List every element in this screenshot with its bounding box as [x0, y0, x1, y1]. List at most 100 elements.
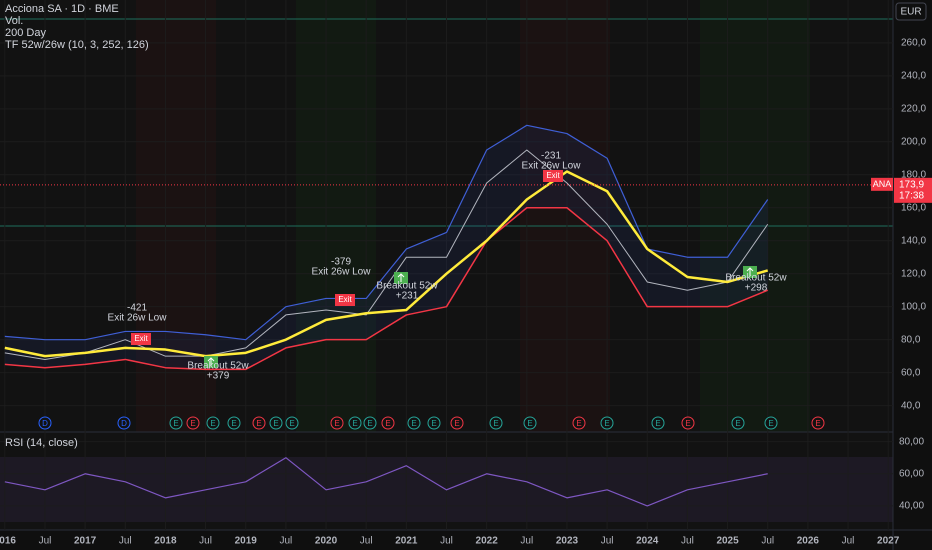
y-tick-label: 60,0: [901, 367, 921, 378]
y-tick-label: 240,0: [901, 70, 926, 81]
session-shade: [700, 0, 810, 432]
annotation: -231: [541, 151, 561, 162]
y-tick-label: 140,0: [901, 235, 926, 246]
event-label: D: [121, 419, 127, 428]
event-marker: [811, 416, 825, 430]
axes: 2016 Jul 2017 Jul 2018 Jul 2019 Jul 2020 Jul 2021 J…: [0, 38, 926, 547]
x-tick-label: Jul: [681, 536, 694, 547]
exit-tag: [543, 170, 563, 182]
event-label: E: [352, 419, 357, 428]
y-tick-label: 180,0: [901, 169, 926, 180]
event-label: E: [190, 419, 195, 428]
breakout-arrow: [207, 357, 215, 366]
x-tick-label: Jul: [842, 536, 855, 547]
rsi-title: RSI (14, close): [5, 437, 78, 449]
legend-label: 200 Day: [5, 27, 46, 39]
legend-label: TF 52w/26w (10, 3, 252, 126): [5, 39, 149, 51]
x-tick-label: 2024: [636, 536, 659, 547]
event-label: E: [173, 419, 178, 428]
annotation: Breakout 52w: [376, 281, 438, 292]
grid: [0, 0, 893, 530]
exit-tag-label: Exit: [134, 334, 148, 343]
y-tick-label: 160,0: [901, 202, 926, 213]
event-label: E: [231, 419, 236, 428]
rsi-line: [4, 457, 768, 507]
event-marker: [252, 416, 266, 430]
annotation: -421: [127, 303, 147, 314]
event-label: E: [576, 419, 581, 428]
event-label: E: [367, 419, 372, 428]
event-label: E: [527, 419, 532, 428]
x-tick-label: Jul: [119, 536, 132, 547]
event-marker: [764, 416, 778, 430]
event-label: E: [431, 419, 436, 428]
event-label: E: [385, 419, 390, 428]
event-marker: [489, 416, 503, 430]
x-tick-label: Jul: [520, 536, 533, 547]
breakout-arrow: [397, 273, 405, 282]
event-marker: [227, 416, 241, 430]
band-lower: [4, 207, 769, 371]
event-label: E: [685, 419, 690, 428]
breakout-arrow: [746, 267, 754, 276]
event-marker: [381, 416, 395, 430]
price-label: 173,9: [899, 179, 924, 190]
currency[interactable]: EUR: [900, 7, 921, 18]
price-time: 17:38: [899, 190, 924, 201]
y-tick-label: 200,0: [901, 136, 926, 147]
event-label: E: [735, 419, 740, 428]
y-tick-label: 40,00: [899, 501, 924, 512]
event-label: E: [411, 419, 416, 428]
x-tick-label: Jul: [39, 536, 52, 547]
event-marker: [117, 416, 131, 430]
x-tick-label: Jul: [360, 536, 373, 547]
event-marker: [285, 416, 299, 430]
session-shade: [296, 0, 376, 432]
x-tick-label: 2016: [0, 536, 16, 547]
event-marker: [572, 416, 586, 430]
annotation: Breakout 52w: [725, 273, 787, 284]
x-tick-label: 2027: [877, 536, 900, 547]
event-marker: [330, 416, 344, 430]
x-tick-label: 2020: [315, 536, 338, 547]
session-shade: [136, 0, 216, 432]
y-tick-label: 220,0: [901, 103, 926, 114]
event-marker: [600, 416, 614, 430]
band-fill: [4, 125, 768, 370]
annotation: +231: [396, 291, 419, 302]
y-tick-label: 80,0: [901, 334, 921, 345]
exit-tag: [335, 294, 355, 306]
band-upper: [4, 124, 769, 341]
event-label: E: [493, 419, 498, 428]
y-tick-label: 60,00: [899, 468, 924, 479]
event-label: E: [273, 419, 278, 428]
session-shade: [520, 0, 610, 432]
x-tick-label: 2022: [476, 536, 499, 547]
exit-tag-label: Exit: [338, 295, 352, 304]
currency-box[interactable]: [895, 2, 927, 21]
event-label: D: [42, 419, 48, 428]
x-tick-label: 2023: [556, 536, 579, 547]
sma-line: [4, 170, 769, 358]
x-tick-label: 2019: [235, 536, 258, 547]
chart-title: Acciona SA · 1D · BME: [5, 3, 119, 15]
x-tick-label: Jul: [440, 536, 453, 547]
event-marker: [348, 416, 362, 430]
event-marker: [269, 416, 283, 430]
x-tick-label: Jul: [199, 536, 212, 547]
event-marker: [450, 416, 464, 430]
event-marker: [206, 416, 220, 430]
exit-tag-label: Exit: [546, 171, 560, 180]
x-tick-label: 2025: [716, 536, 739, 547]
x-tick-label: 2021: [395, 536, 418, 547]
event-marker: [731, 416, 745, 430]
x-tick-label: Jul: [279, 536, 292, 547]
x-tick-label: Jul: [761, 536, 774, 547]
exit-tag: [131, 333, 151, 345]
x-tick-label: 2018: [154, 536, 177, 547]
event-label: E: [454, 419, 459, 428]
annotation: +298: [745, 283, 768, 294]
